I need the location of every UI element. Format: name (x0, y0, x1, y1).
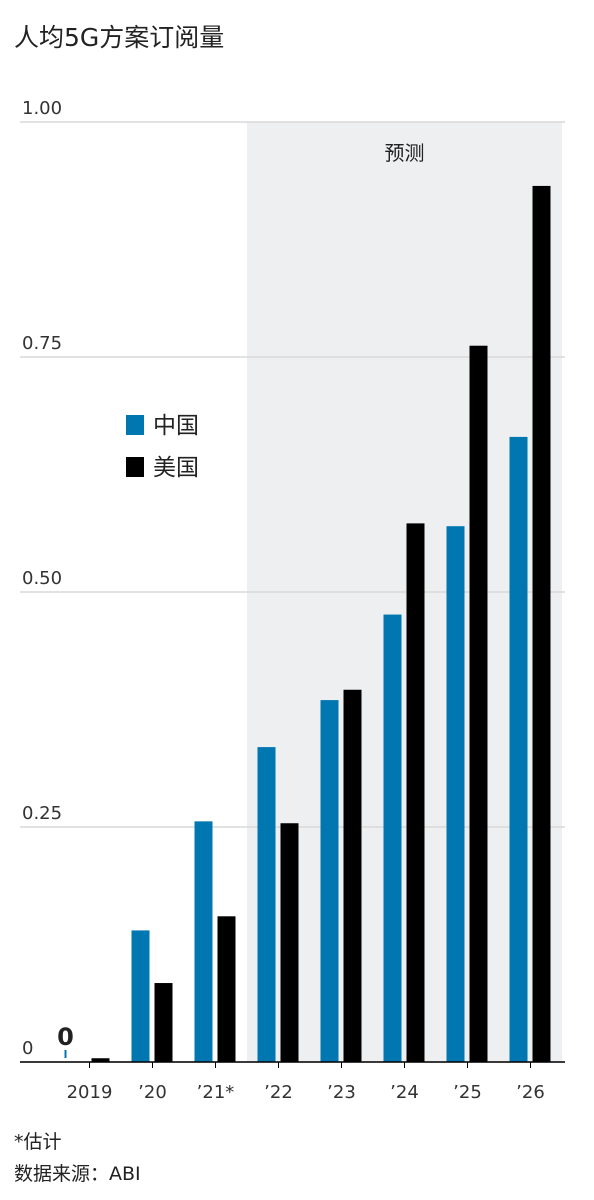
legend-swatch (126, 457, 144, 477)
legend-swatch (126, 415, 144, 435)
bar (509, 436, 528, 1062)
bar (446, 526, 465, 1062)
legend-label: 中国 (153, 413, 199, 439)
note: *估计 (14, 1131, 62, 1153)
source: 数据来源：ABI (14, 1163, 141, 1185)
y-tick-label: 0.75 (22, 333, 62, 354)
bar (383, 614, 402, 1062)
x-tick-label: ’23 (327, 1082, 356, 1103)
data-label: 0 (57, 1023, 74, 1051)
forecast-label: 预测 (385, 141, 425, 165)
y-tick-label: 0.50 (22, 568, 62, 589)
chart-title: 人均5G方案订阅量 (14, 23, 224, 52)
bar (154, 983, 173, 1062)
bar (343, 689, 362, 1062)
bar (280, 823, 299, 1062)
bar (469, 345, 488, 1063)
legend-label: 美国 (153, 455, 199, 481)
bar (91, 1058, 110, 1062)
bar (320, 700, 339, 1062)
bar (194, 821, 213, 1062)
x-tick-label: ’21* (197, 1082, 235, 1103)
bar (131, 930, 150, 1062)
bar (406, 523, 425, 1062)
y-tick-label: 0 (22, 1038, 33, 1059)
bar (217, 916, 236, 1062)
y-tick-label: 1.00 (22, 98, 62, 119)
x-tick-label: ’26 (516, 1082, 545, 1103)
x-tick-label: ’20 (138, 1082, 167, 1103)
x-tick-label: ’25 (453, 1082, 482, 1103)
y-tick-label: 0.25 (22, 803, 62, 824)
x-tick-label: ’22 (264, 1082, 293, 1103)
x-tick-label: ’24 (390, 1082, 419, 1103)
bar (532, 185, 551, 1063)
bar (257, 747, 276, 1062)
x-tick-label: 2019 (67, 1082, 113, 1103)
